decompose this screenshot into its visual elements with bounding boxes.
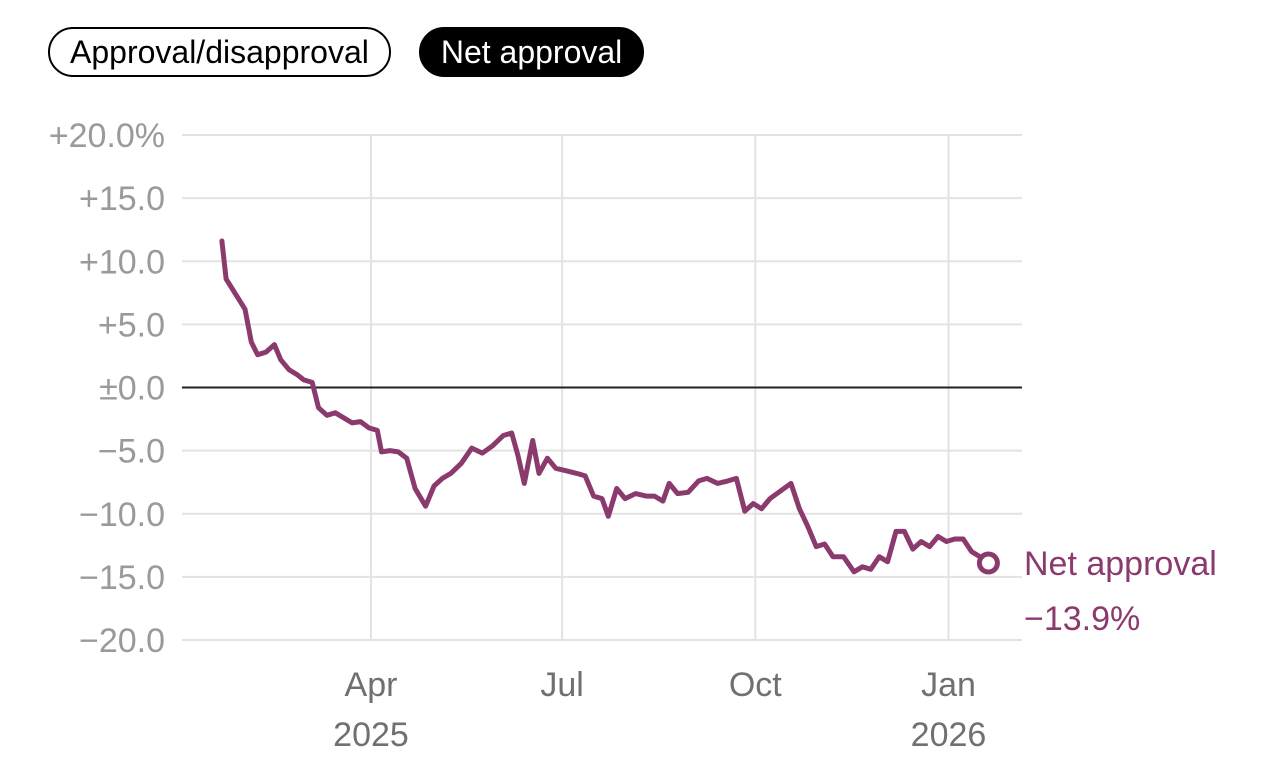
approval-disapproval-toggle[interactable]: Approval/disapproval [48,27,391,77]
series-name-label: Net approval [1024,545,1217,583]
x-tick-label: Oct [729,666,782,704]
label-layer: Net approval −13.9% [1024,545,1217,638]
x-tick-label: Apr [345,666,398,704]
y-tick-label: −10.0 [79,496,165,534]
net-approval-line [219,238,991,575]
y-tick-label: +10.0 [79,243,165,281]
net-approval-toggle[interactable]: Net approval [418,27,645,77]
y-tick-label: +15.0 [79,180,165,218]
series-end-value-label: −13.9% [1024,600,1140,638]
y-tick-label: −5.0 [98,433,165,471]
y-tick-label: −20.0 [79,622,165,660]
x-tick-label: Jul [540,666,583,704]
x-tick-year: 2025 [333,716,409,754]
y-tick-label: +20.0% [49,117,165,155]
x-tick-year: 2026 [911,716,987,754]
end-point-marker [976,551,1000,575]
y-tick-label: +5.0 [98,306,165,344]
series-layer [219,238,1000,575]
x-tick-label: Jan [921,666,976,704]
axis-layer: +20.0% +15.0 +10.0 +5.0 ±0.0 −5.0 −10.0 −15.0 −2… [49,117,1022,754]
y-tick-label: −15.0 [79,559,165,597]
y-tick-label: ±0.0 [99,370,165,408]
view-toggle-group: Approval/disapproval Net approval [48,27,645,77]
